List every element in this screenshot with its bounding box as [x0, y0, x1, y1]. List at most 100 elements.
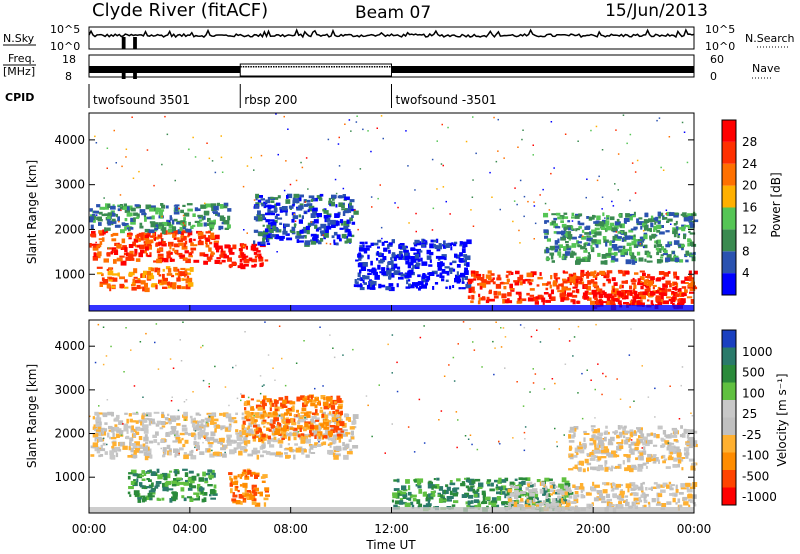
- heatmap-cell: [584, 284, 588, 289]
- heatmap-cell: [416, 241, 422, 246]
- heatmap-cell: [384, 240, 388, 243]
- heatmap-cell: [533, 482, 536, 487]
- heatmap-cell: [343, 225, 349, 230]
- heatmap-cell: [139, 341, 142, 343]
- heatmap-cell: [397, 490, 403, 493]
- heatmap-cell: [186, 496, 192, 499]
- heatmap-cell: [281, 405, 288, 408]
- heatmap-cell: [348, 439, 352, 442]
- heatmap-cell: [452, 488, 458, 493]
- heatmap-cell: [560, 220, 564, 223]
- heatmap-cell: [322, 234, 324, 236]
- heatmap-cell: [671, 450, 677, 454]
- heatmap-cell: [192, 420, 199, 424]
- heatmap-cell: [170, 430, 176, 435]
- heatmap-cell: [253, 414, 255, 417]
- heatmap-cell: [349, 199, 355, 203]
- heatmap-cell: [606, 270, 613, 274]
- heatmap-cell: [449, 490, 453, 496]
- heatmap-cell: [620, 254, 625, 257]
- heatmap-cell: [230, 439, 233, 442]
- heatmap-cell: [603, 276, 607, 279]
- heatmap-cell: [609, 299, 616, 305]
- heatmap-cell: [258, 232, 264, 237]
- heatmap-cell: [587, 280, 592, 285]
- heatmap-cell: [299, 203, 304, 207]
- heatmap-cell: [213, 240, 219, 243]
- heatmap-cell: [600, 223, 605, 229]
- heatmap-cell: [670, 300, 673, 304]
- heatmap-cell: [183, 452, 187, 457]
- cpid-label: CPID: [5, 91, 34, 104]
- heatmap-cell: [130, 349, 132, 351]
- heatmap-cell: [391, 334, 394, 336]
- heatmap-cell: [272, 439, 279, 443]
- heatmap-cell: [616, 435, 620, 439]
- heatmap-cell: [618, 213, 622, 217]
- heatmap-cell: [166, 281, 171, 286]
- heatmap-cell: [661, 276, 666, 280]
- heatmap-cell: [644, 495, 647, 499]
- heatmap-cell: [99, 233, 105, 236]
- heatmap-cell: [304, 204, 308, 207]
- heatmap-cell: [371, 435, 373, 438]
- heatmap-cell: [239, 437, 243, 442]
- heatmap-cell: [456, 271, 459, 276]
- heatmap-cell: [526, 499, 530, 503]
- heatmap-cell: [521, 480, 526, 485]
- heatmap-cell: [248, 433, 252, 436]
- heatmap-cell: [473, 493, 478, 498]
- heatmap-cell: [417, 478, 424, 483]
- heatmap-cell: [305, 426, 309, 429]
- heatmap-cell: [114, 446, 121, 452]
- heatmap-cell: [502, 298, 505, 304]
- heatmap-cell: [619, 445, 624, 450]
- heatmap-cell: [306, 203, 313, 207]
- heatmap-cell: [332, 436, 336, 441]
- heatmap-cell: [427, 505, 431, 508]
- heatmap-cell: [578, 460, 584, 466]
- heatmap-cell: [514, 187, 516, 189]
- heatmap-cell: [143, 233, 147, 237]
- heatmap-cell: [314, 433, 316, 436]
- nsky-gap-marker: [133, 37, 137, 49]
- heatmap-cell: [270, 424, 274, 429]
- heatmap-cell: [633, 211, 636, 217]
- heatmap-cell: [410, 247, 415, 251]
- heatmap-cell: [600, 449, 607, 453]
- heatmap-cell: [673, 291, 677, 296]
- heatmap-cell: [631, 241, 637, 246]
- heatmap-cell: [146, 478, 150, 481]
- heatmap-cell: [482, 280, 486, 285]
- heatmap-cell: [412, 282, 416, 286]
- heatmap-cell: [464, 435, 467, 437]
- heatmap-cell: [544, 477, 550, 482]
- freq-dot: [250, 66, 252, 68]
- heatmap-cell: [604, 240, 608, 243]
- heatmap-cell: [630, 492, 637, 495]
- heatmap-cell: [296, 231, 302, 236]
- heatmap-cell: [517, 486, 522, 492]
- heatmap-cell: [262, 474, 268, 478]
- heatmap-cell: [278, 422, 282, 427]
- heatmap-cell: [263, 395, 267, 400]
- heatmap-cell: [651, 217, 656, 222]
- heatmap-cell: [240, 264, 246, 270]
- heatmap-cell: [624, 252, 628, 255]
- heatmap-cell: [337, 195, 344, 199]
- heatmap-cell: [407, 426, 410, 428]
- heatmap-cell: [182, 443, 186, 448]
- heatmap-cell: [239, 259, 243, 263]
- heatmap-cell: [693, 504, 697, 507]
- heatmap-cell: [183, 482, 190, 486]
- heatmap-cell: [145, 252, 148, 257]
- heatmap-cell: [529, 294, 535, 297]
- heatmap-cell: [223, 220, 230, 225]
- cpid-segment-label: twofsound 3501: [93, 93, 190, 107]
- heatmap-cell: [261, 203, 266, 207]
- heatmap-cell: [106, 227, 111, 231]
- heatmap-cell: [642, 246, 645, 248]
- heatmap-cell: [461, 241, 467, 245]
- nsearch-label: N.Search: [745, 32, 795, 45]
